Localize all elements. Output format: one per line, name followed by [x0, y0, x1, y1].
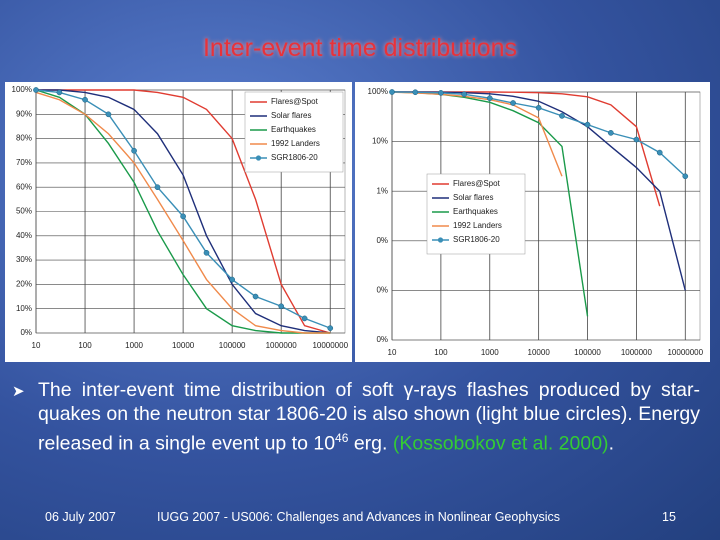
data-point — [535, 104, 542, 111]
legend-label: Earthquakes — [271, 125, 316, 134]
footer-date: 06 July 2007 — [45, 510, 116, 524]
text: . — [608, 432, 614, 455]
y-tick-label: 60% — [16, 182, 32, 191]
x-tick-label: 10 — [388, 348, 397, 357]
footer-page: 15 — [662, 510, 676, 524]
series-line — [391, 91, 563, 177]
data-point — [607, 130, 614, 136]
y-tick-label: 0% — [376, 335, 388, 344]
legend-label: SGR1806-20 — [453, 235, 500, 244]
legend-marker — [437, 237, 444, 243]
x-tick-label: 100000 — [219, 341, 246, 350]
data-point — [33, 87, 39, 93]
slide-title: Inter-event time distributions — [202, 34, 518, 62]
x-tick-label: 1000 — [481, 348, 499, 357]
y-tick-label: 0% — [376, 236, 388, 245]
data-point — [327, 325, 334, 331]
x-tick-label: 1000000 — [621, 348, 653, 357]
data-point — [633, 136, 640, 143]
x-tick-label: 1000 — [125, 341, 143, 350]
charts: 0%10%20%30%40%50%60%70%80%90%100%10 100 10… — [11, 85, 704, 358]
y-tick-label: 80% — [16, 134, 32, 143]
data-point — [656, 149, 663, 156]
data-point — [301, 315, 308, 322]
text: -rays flashes produced by star-quakes on… — [38, 379, 700, 455]
y-tick-label: 20% — [16, 280, 32, 289]
legend-marker — [255, 155, 262, 161]
legend-label: Flares@Spot — [271, 97, 319, 106]
data-point — [229, 276, 236, 283]
legend-label: Flares@Spot — [453, 179, 501, 188]
x-tick-label: 10000000 — [312, 341, 348, 350]
data-point — [438, 90, 444, 96]
superscript: 46 — [335, 431, 349, 445]
footer-conference: IUGG 2007 - US006: Challenges and Advanc… — [157, 510, 561, 524]
data-point — [461, 91, 468, 98]
y-tick-label: 70% — [16, 158, 32, 167]
text: The inter-event time distribution of sof… — [38, 379, 404, 401]
x-tick-label: 10000 — [172, 341, 195, 350]
legend-label: Solar flares — [271, 111, 311, 120]
data-point — [559, 113, 565, 119]
y-tick-label: 10% — [16, 304, 32, 313]
data-point — [154, 184, 161, 191]
data-point — [510, 100, 516, 106]
data-point — [486, 95, 493, 102]
bullet-text: The inter-event time distribution of sof… — [38, 378, 700, 456]
x-tick-label: 100 — [78, 341, 92, 350]
x-tick-label: 10000 — [528, 348, 551, 357]
legend-label: Solar flares — [453, 193, 493, 202]
series-line — [36, 89, 331, 334]
data-point — [389, 89, 395, 95]
y-tick-label: 100% — [12, 85, 32, 94]
data-point — [412, 89, 419, 96]
y-tick-label: 30% — [16, 255, 32, 264]
data-point — [131, 147, 137, 154]
data-point — [203, 249, 210, 256]
y-tick-label: 10% — [372, 137, 388, 146]
y-tick-label: 1% — [376, 186, 388, 195]
series-line — [36, 89, 331, 334]
citation: (Kossobokov et al. 2000) — [392, 432, 609, 455]
data-point — [584, 121, 591, 128]
legend-label: SGR1806-20 — [271, 153, 318, 162]
y-tick-label: 100% — [368, 87, 388, 96]
y-tick-label: 50% — [16, 207, 32, 216]
x-tick-label: 10000000 — [667, 348, 703, 357]
x-tick-label: 10 — [32, 341, 41, 350]
text: erg. — [348, 432, 393, 455]
y-tick-label: 40% — [16, 231, 32, 240]
data-point — [56, 89, 63, 96]
x-tick-label: 1000000 — [266, 341, 298, 350]
data-point — [82, 96, 88, 103]
y-tick-label: 0% — [20, 328, 32, 337]
x-tick-label: 100000 — [574, 348, 601, 357]
legend-label: 1992 Landers — [453, 221, 502, 230]
data-point — [105, 111, 112, 118]
data-point — [278, 303, 285, 310]
y-tick-label: 0% — [376, 286, 388, 295]
y-tick-label: 90% — [16, 109, 32, 118]
data-point — [180, 213, 186, 220]
legend-label: Earthquakes — [453, 207, 498, 216]
data-point — [682, 173, 689, 180]
x-tick-label: 100 — [434, 348, 448, 357]
data-point — [252, 293, 259, 300]
bullet-marker: ➤ — [12, 383, 25, 400]
legend-label: 1992 Landers — [271, 139, 320, 148]
series-line — [35, 91, 331, 334]
symbol: γ — [403, 379, 414, 401]
